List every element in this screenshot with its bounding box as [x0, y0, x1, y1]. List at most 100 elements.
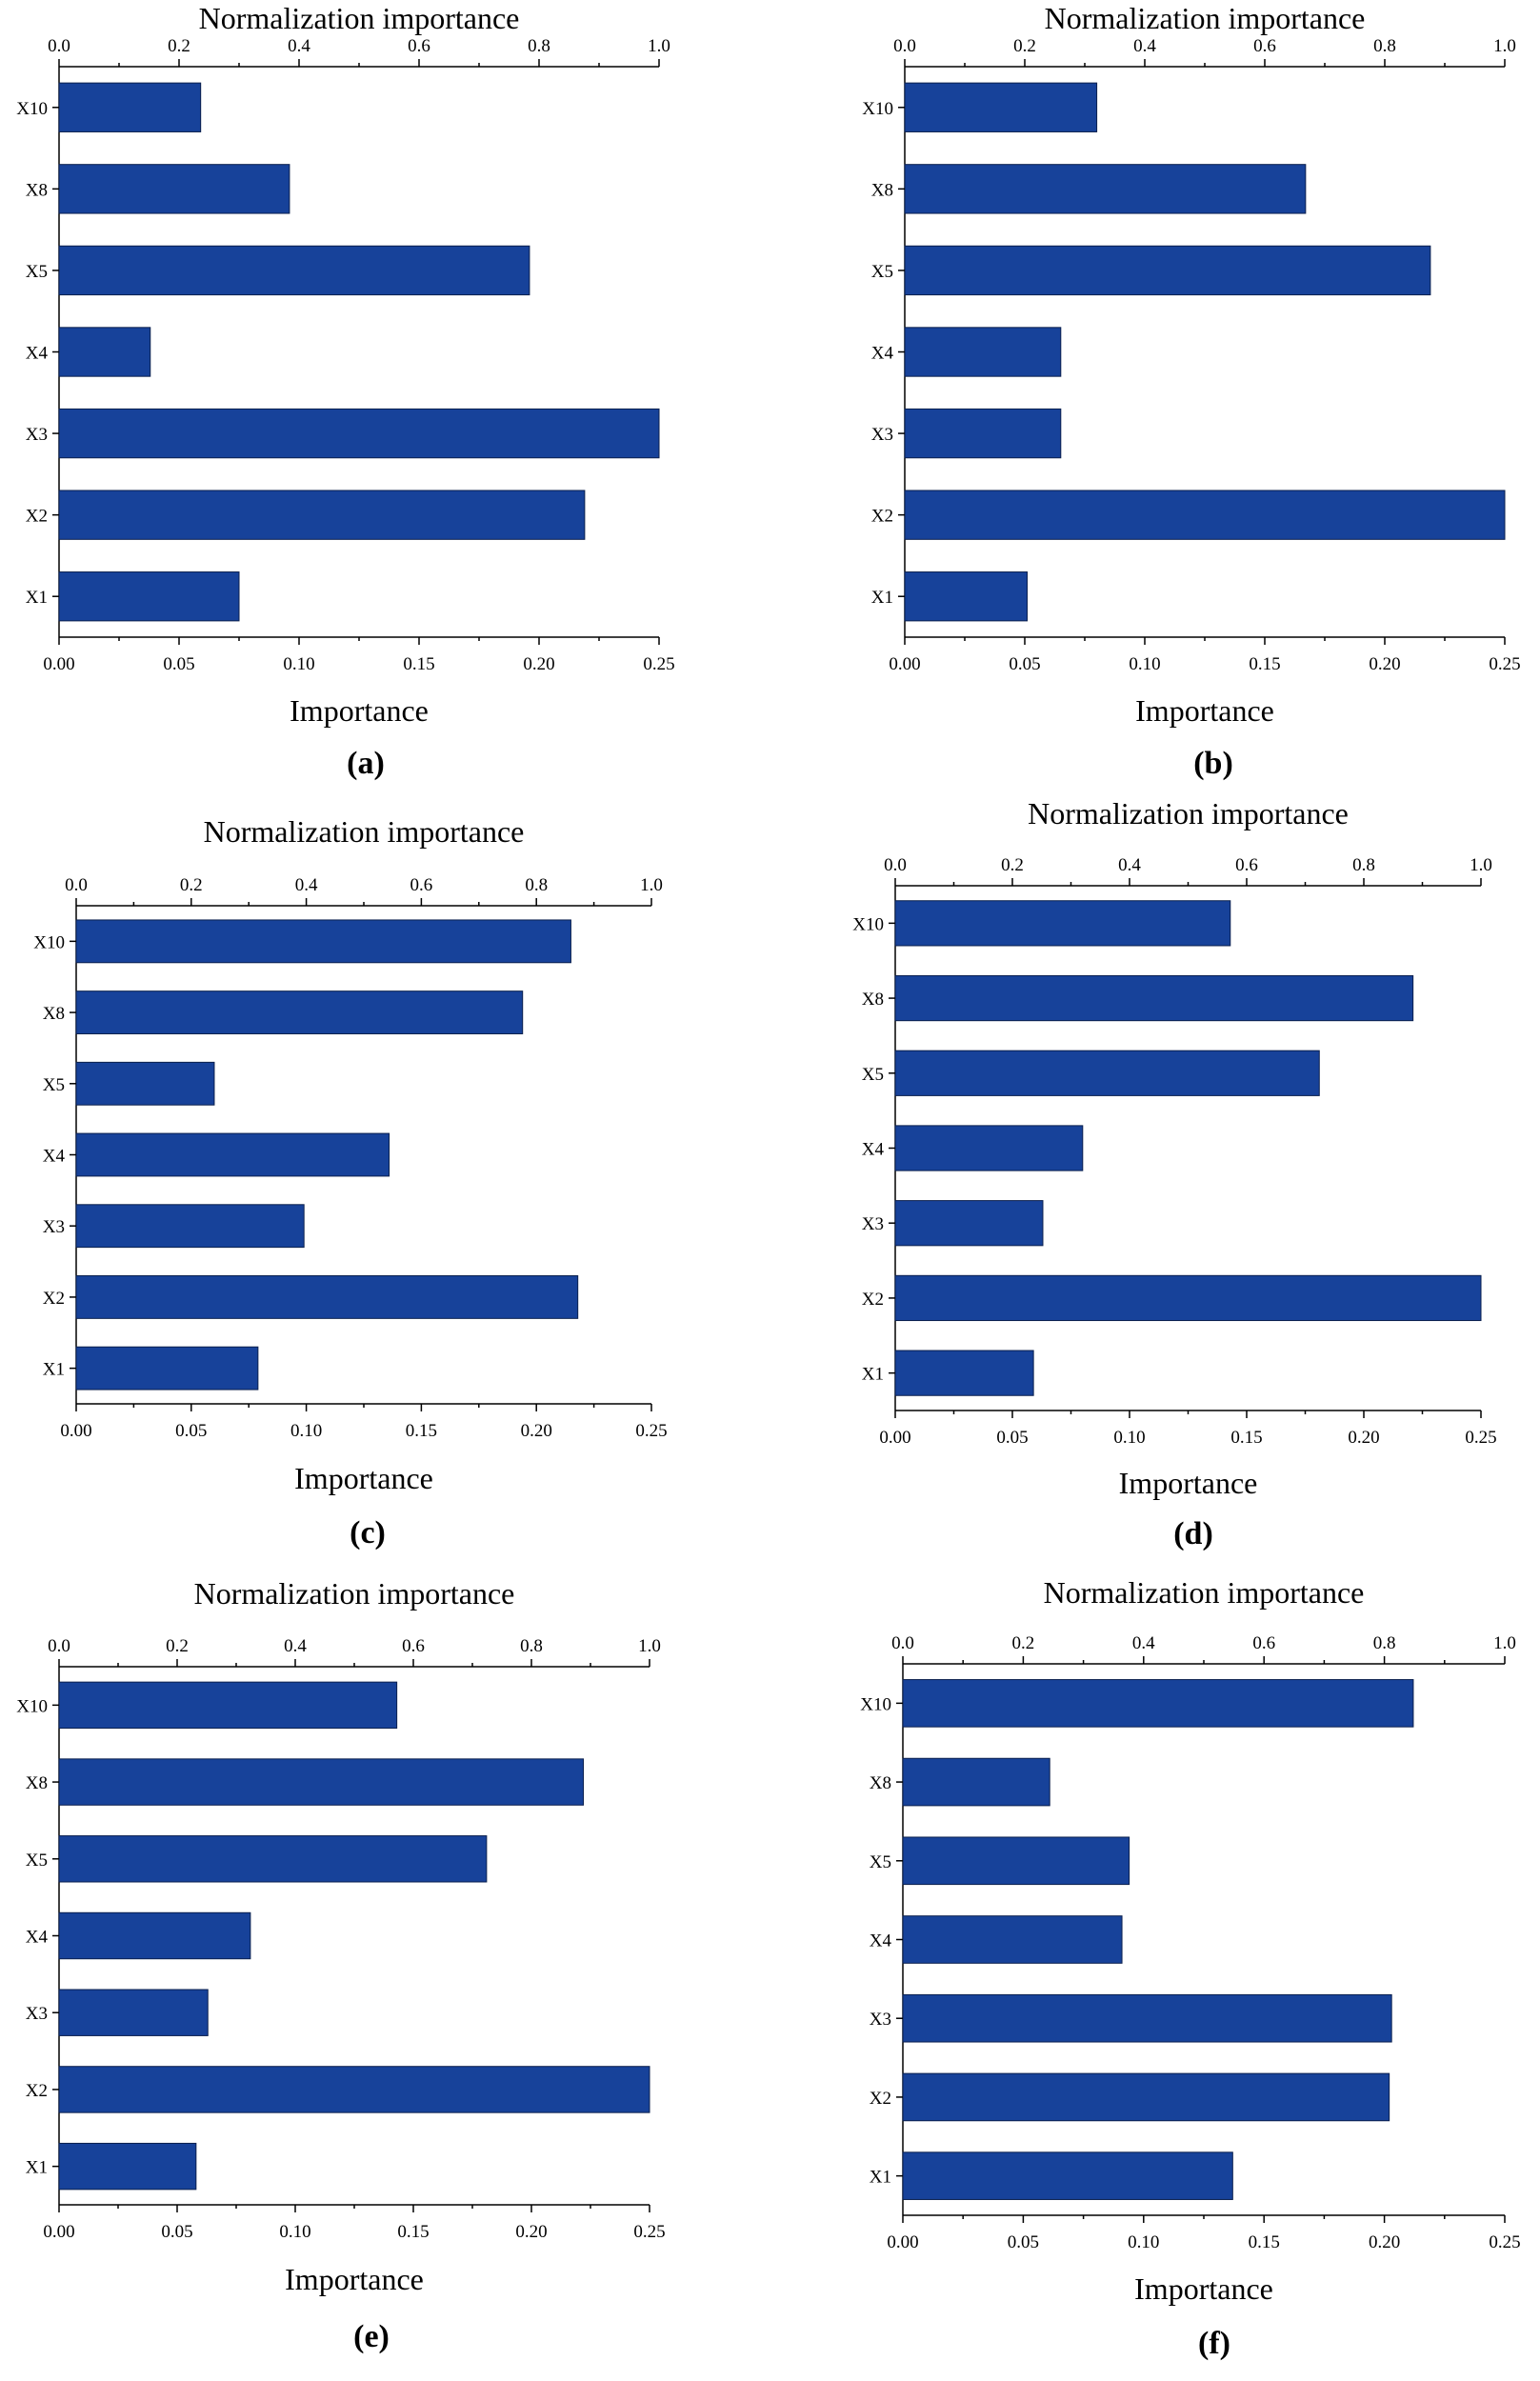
- bottom-tick-label: 0.15: [397, 2222, 429, 2242]
- chart-panel-a: 0.00 0.05 0.10 0.15 0.20 0.25 0.0 0.2 0.4 0.6 0.8 1…: [16, 1, 674, 781]
- panel-label: (e): [353, 2319, 390, 2354]
- category-label: X10: [16, 99, 48, 119]
- bar-x5: [58, 245, 530, 296]
- bar-x4: [904, 327, 1062, 377]
- top-tick-label: 0.6: [1252, 1633, 1275, 1653]
- top-tick-label: 0.4: [1118, 855, 1141, 875]
- category-label: X2: [26, 2081, 48, 2101]
- category-label: X3: [870, 2010, 891, 2030]
- category-label: X4: [870, 1931, 892, 1951]
- bottom-tick-label: 0.10: [283, 654, 314, 674]
- bottom-tick-label: 0.00: [889, 654, 920, 674]
- category-label: X2: [870, 2089, 891, 2109]
- top-tick-label: 0.6: [408, 36, 430, 56]
- top-tick-label: 0.2: [168, 36, 190, 56]
- bar-x8: [894, 974, 1414, 1022]
- bottom-tick-label: 0.15: [1249, 654, 1280, 674]
- bar-x5: [58, 1835, 488, 1883]
- top-tick-label: 0.6: [410, 875, 433, 895]
- bar-x3: [904, 408, 1062, 459]
- category-label: X1: [862, 1365, 884, 1385]
- category-label: X8: [871, 180, 893, 200]
- category-label: X8: [862, 990, 884, 1010]
- x-axis-label: Importance: [1119, 1466, 1258, 1500]
- category-label: X8: [870, 1773, 891, 1793]
- category-label: X4: [26, 1928, 49, 1948]
- bottom-tick-label: 0.20: [1369, 654, 1400, 674]
- bottom-tick-label: 0.15: [1230, 1428, 1262, 1448]
- top-tick-label: 0.4: [1133, 36, 1156, 56]
- chart-title: Normalization importance: [204, 814, 525, 849]
- top-tick-label: 0.8: [1373, 1633, 1396, 1653]
- top-tick-label: 1.0: [1493, 1633, 1516, 1653]
- chart-panel-f: 0.00 0.05 0.10 0.15 0.20 0.25 0.0 0.2 0.4 0.6 0.8 1…: [860, 1575, 1520, 2361]
- panel-label: (f): [1198, 2326, 1230, 2361]
- category-label: X1: [26, 588, 48, 608]
- bottom-tick-label: 0.15: [1249, 2232, 1280, 2252]
- bar-x3: [902, 1993, 1392, 2043]
- top-tick-label: 0.8: [1373, 36, 1396, 56]
- bar-x8: [904, 164, 1307, 214]
- category-label: X10: [33, 932, 65, 952]
- bottom-tick-label: 0.05: [175, 1421, 207, 1441]
- top-tick-label: 0.2: [1001, 855, 1024, 875]
- bottom-tick-label: 0.00: [879, 1428, 910, 1448]
- x-axis-label: Importance: [1134, 2271, 1273, 2306]
- top-tick-label: 0.0: [884, 855, 907, 875]
- bottom-tick-label: 0.05: [996, 1428, 1028, 1448]
- category-label: X5: [862, 1065, 884, 1085]
- bar-x2: [58, 2066, 650, 2113]
- bottom-tick-label: 0.10: [279, 2222, 310, 2242]
- top-tick-label: 0.4: [295, 875, 318, 895]
- bar-x1: [904, 571, 1029, 622]
- bar-x4: [894, 1125, 1084, 1171]
- bottom-tick-label: 0.20: [521, 1421, 552, 1441]
- bar-x10: [58, 82, 202, 132]
- chart-title: Normalization importance: [1044, 1575, 1365, 1610]
- bar-x1: [58, 571, 240, 622]
- top-tick-label: 1.0: [1470, 855, 1492, 875]
- top-tick-label: 1.0: [640, 875, 663, 895]
- bar-x3: [58, 1989, 209, 2036]
- bottom-tick-label: 0.05: [161, 2222, 192, 2242]
- bar-x5: [902, 1836, 1130, 1886]
- category-label: X10: [16, 1696, 48, 1716]
- category-label: X8: [26, 180, 48, 200]
- category-label: X3: [43, 1217, 65, 1237]
- x-axis-label: Importance: [1135, 693, 1274, 728]
- category-label: X10: [862, 99, 893, 119]
- bar-x4: [902, 1915, 1123, 1964]
- top-tick-label: 0.0: [65, 875, 88, 895]
- bar-x4: [58, 327, 151, 377]
- panel-label: (d): [1173, 1516, 1213, 1551]
- category-label: X2: [862, 1290, 884, 1310]
- bottom-tick-label: 0.25: [635, 1421, 667, 1441]
- chart-title: Normalization importance: [1045, 1, 1366, 35]
- bar-x4: [75, 1132, 390, 1177]
- bottom-tick-label: 0.10: [1128, 2232, 1159, 2252]
- bar-x10: [894, 900, 1231, 947]
- bar-x10: [58, 1681, 398, 1730]
- category-label: X3: [26, 2004, 48, 2024]
- category-label: X1: [26, 2158, 48, 2178]
- bar-x1: [894, 1350, 1034, 1396]
- bottom-tick-label: 0.05: [1009, 654, 1040, 674]
- bottom-tick-label: 0.25: [643, 654, 674, 674]
- top-tick-label: 0.0: [891, 1633, 914, 1653]
- top-tick-label: 0.4: [1132, 1633, 1155, 1653]
- top-tick-label: 0.8: [525, 875, 548, 895]
- bar-x3: [58, 408, 660, 459]
- category-label: X4: [862, 1140, 885, 1160]
- category-label: X5: [871, 262, 893, 282]
- bottom-tick-label: 0.00: [887, 2232, 918, 2252]
- top-tick-label: 1.0: [638, 1636, 661, 1656]
- bar-x3: [894, 1200, 1044, 1247]
- category-label: X4: [43, 1147, 66, 1167]
- bottom-tick-label: 0.05: [163, 654, 194, 674]
- category-label: X4: [26, 344, 49, 364]
- chart-panel-c: 0.00 0.05 0.10 0.15 0.20 0.25 0.0 0.2 0.4 0.6 0.8 1…: [33, 814, 667, 1551]
- bar-x1: [58, 2142, 197, 2191]
- category-label: X1: [43, 1360, 65, 1380]
- bottom-tick-label: 0.25: [633, 2222, 665, 2242]
- category-label: X5: [43, 1075, 65, 1095]
